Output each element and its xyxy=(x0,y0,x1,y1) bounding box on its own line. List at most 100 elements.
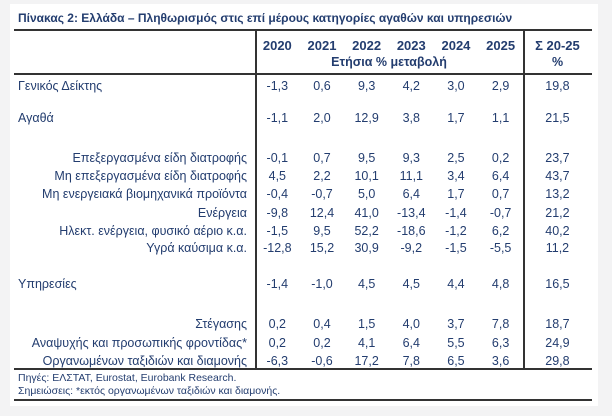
row-label: Μη επεξεργασμένα είδη διατροφής xyxy=(54,169,247,183)
table-row: Αγαθά -1,1 2,0 12,9 3,8 1,7 1,1 21,5 xyxy=(14,109,592,127)
value-cell-2020: -0,4 xyxy=(266,187,289,201)
table-row: Γενικός Δείκτης -1,3 0,6 9,3 4,2 3,0 2,9 19,8 xyxy=(14,77,592,95)
row-label: Γενικός Δείκτης xyxy=(18,79,103,93)
value-cell-2023: 6,4 xyxy=(402,336,420,350)
value-cell-2020: -1,5 xyxy=(266,224,289,238)
value-cell-2022: 17,2 xyxy=(354,354,379,368)
sum-cell: 21,5 xyxy=(545,111,570,125)
value-cell-2020: -9,8 xyxy=(266,206,289,220)
table-row: Στέγασης 0,2 0,4 1,5 4,0 3,7 7,8 18,7 xyxy=(14,315,592,333)
value-cell-2021: 9,5 xyxy=(313,224,331,238)
value-cell-2021: 12,4 xyxy=(309,206,335,220)
value-cell-2024: 3,4 xyxy=(447,169,465,183)
table-row: Επεξεργασμένα είδη διατροφής -0,1 0,7 9,5 9,… xyxy=(14,149,592,167)
value-cell-2025: 0,2 xyxy=(491,151,510,165)
table-row: Ηλεκτ. ενέργεια, φυσικό αέριο κ.α. -1,5 9,… xyxy=(14,222,592,240)
value-cell-2025: 6,2 xyxy=(491,224,510,238)
header-row-units: Ετήσια % μεταβολή % xyxy=(14,52,592,72)
row-label: Υγρά καύσιμα κ.α. xyxy=(146,241,247,255)
units-sum-label: % xyxy=(551,55,564,69)
header-year-2021: 2021 xyxy=(307,37,337,53)
value-cell-2024: -1,4 xyxy=(445,206,467,220)
value-cell-2024: 1,7 xyxy=(447,111,465,125)
value-cell-2022: 5,0 xyxy=(357,187,376,201)
value-cell-2021: -0,7 xyxy=(311,187,333,201)
table-bottom-rule xyxy=(14,399,592,401)
value-cell-2020: -1,1 xyxy=(266,111,289,125)
value-cell-2020: -1,3 xyxy=(266,79,289,93)
value-cell-2025: 3,6 xyxy=(491,354,510,368)
value-cell-2022: 4,1 xyxy=(357,336,376,350)
value-cell-2023: 11,1 xyxy=(399,169,423,183)
header-year-2025: 2025 xyxy=(486,37,516,53)
value-cell-2024: 5,5 xyxy=(447,336,465,350)
table-row: Υγρά καύσιμα κ.α. -12,8 15,2 30,9 -9,2 -1,5 -5… xyxy=(14,239,592,257)
sources-note: Πηγές: ΕΛΣΤΑΤ, Eurostat, Eurobank Resear… xyxy=(18,372,237,384)
value-cell-2025: -0,7 xyxy=(489,206,512,220)
value-cell-2022: 30,9 xyxy=(354,241,379,255)
value-cell-2024: 2,5 xyxy=(447,151,465,165)
sum-cell: 40,2 xyxy=(545,224,570,238)
value-cell-2023: 4,0 xyxy=(402,317,420,331)
value-cell-2021: -0,6 xyxy=(311,354,333,368)
value-cell-2022: 10,1 xyxy=(354,169,379,183)
value-cell-2020: -0,1 xyxy=(266,151,289,165)
sum-cell: 19,8 xyxy=(545,79,570,93)
value-cell-2025: 6,3 xyxy=(491,336,510,350)
value-cell-2023: 9,3 xyxy=(402,151,420,165)
value-cell-2025: 7,8 xyxy=(491,317,510,331)
row-label: Υπηρεσίες xyxy=(18,277,77,291)
value-cell-2023: 4,5 xyxy=(402,277,420,291)
value-cell-2025: 4,8 xyxy=(491,277,510,291)
value-cell-2025: 2,9 xyxy=(491,79,510,93)
table-row: Οργανωμένων ταξιδιών και διαμονής -6,3 -0,… xyxy=(14,352,592,370)
sum-cell: 21,2 xyxy=(545,206,570,220)
sum-column-divider xyxy=(523,29,525,370)
header-year-2024: 2024 xyxy=(441,37,471,53)
row-label: Επεξεργασμένα είδη διατροφής xyxy=(72,151,247,165)
value-cell-2020: -1,4 xyxy=(266,277,289,291)
value-cell-2023: 3,8 xyxy=(402,111,420,125)
sum-cell: 24,9 xyxy=(545,336,570,350)
title-underline-rule xyxy=(14,29,592,31)
value-cell-2022: 9,3 xyxy=(357,79,376,93)
value-cell-2023: 4,2 xyxy=(402,79,420,93)
value-cell-2021: 0,6 xyxy=(313,79,331,93)
footnote: Σημειώσεις: *εκτός οργανωμένων ταξιδιών … xyxy=(18,385,281,397)
value-cell-2023: 7,8 xyxy=(402,354,420,368)
table-card: Πίνακας 2: Ελλάδα – Πληθωρισμός στις επί… xyxy=(10,4,598,406)
row-label: Μη ενεργειακά βιομηχανικά προϊόντα xyxy=(42,187,247,201)
value-cell-2020: 4,5 xyxy=(268,169,287,183)
row-label: Οργανωμένων ταξιδιών και διαμονής xyxy=(42,354,247,368)
value-cell-2023: -13,4 xyxy=(397,206,426,220)
value-cell-2020: -6,3 xyxy=(266,354,289,368)
header-year-2023: 2023 xyxy=(396,37,426,53)
value-cell-2020: -12,8 xyxy=(263,241,292,255)
value-cell-2025: 1,1 xyxy=(491,111,510,125)
label-column-divider xyxy=(255,29,257,370)
sum-cell: 23,7 xyxy=(545,151,570,165)
sum-cell: 29,8 xyxy=(545,354,570,368)
sum-cell: 16,5 xyxy=(545,277,570,291)
row-label: Στέγασης xyxy=(195,317,247,331)
value-cell-2021: 0,4 xyxy=(313,317,331,331)
row-label: Ηλεκτ. ενέργεια, φυσικό αέριο κ.α. xyxy=(59,224,247,238)
header-year-2020: 2020 xyxy=(262,37,292,53)
value-cell-2020: 0,2 xyxy=(268,317,287,331)
value-cell-2021: 0,2 xyxy=(313,336,331,350)
table-row: Μη επεξεργασμένα είδη διατροφής 4,5 2,2 10,… xyxy=(14,167,592,185)
table-title: Πίνακας 2: Ελλάδα – Πληθωρισμός στις επί… xyxy=(18,11,513,25)
header-row-years: 2020 2021 2022 2023 2024 2025 Σ 20-25 xyxy=(14,35,592,55)
row-label: Ενέργεια xyxy=(197,206,247,220)
header-sum-column: Σ 20-25 xyxy=(535,37,580,53)
value-cell-2025: 0,7 xyxy=(491,187,510,201)
value-cell-2022: 41,0 xyxy=(354,206,379,220)
body-bottom-rule xyxy=(14,368,592,370)
value-cell-2021: 0,7 xyxy=(313,151,331,165)
value-cell-2022: 12,9 xyxy=(354,111,379,125)
row-label: Αναψυχής και προσωπικής φροντίδας* xyxy=(31,336,247,350)
value-cell-2020: 0,2 xyxy=(268,336,287,350)
value-cell-2023: -18,6 xyxy=(397,224,426,238)
value-cell-2022: 1,5 xyxy=(357,317,376,331)
